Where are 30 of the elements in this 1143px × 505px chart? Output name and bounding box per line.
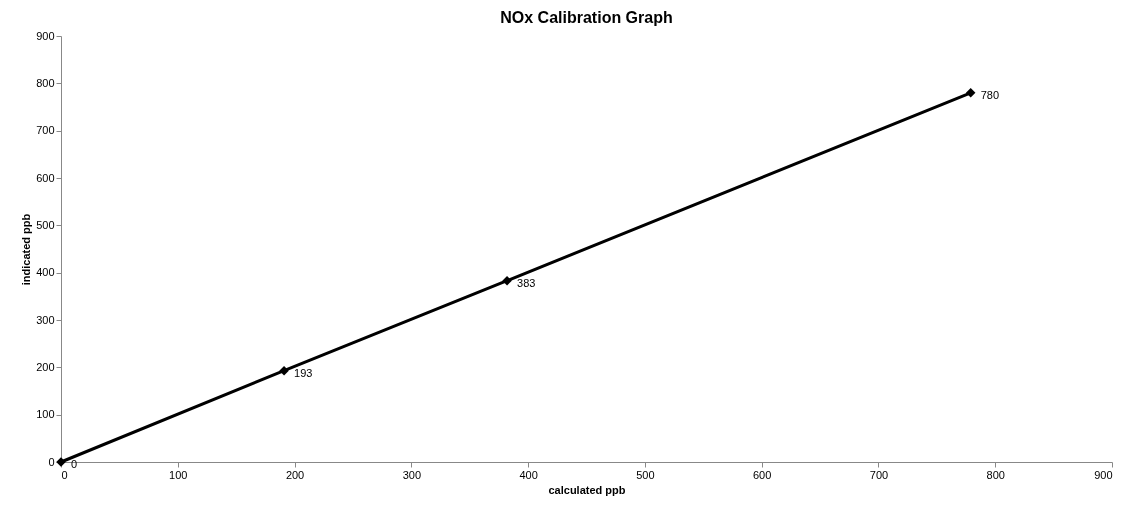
x-tick-label: 600 [752,468,772,481]
x-tick-label: 800 [986,468,1005,481]
y-tick-label: 400 [36,266,55,279]
x-tick-label: 100 [169,468,188,481]
x-tick-label: 700 [869,468,889,481]
x-tick-label: 400 [519,468,538,481]
point [502,275,512,286]
data-label: 193 [294,366,313,379]
data-label: 780 [980,88,1000,101]
x-tick-label: 500 [636,468,655,481]
y-tick-label: 100 [36,408,55,421]
y-tick-label: 600 [36,171,55,184]
x-tick-label: 300 [402,468,422,481]
point [965,88,976,98]
point [279,365,289,376]
x-tick-label: 0 [61,468,68,481]
y-tick-label: 500 [36,218,55,231]
data-label: 0 [71,458,78,470]
y-tick-label: 200 [36,360,55,373]
y-axis-title: indicated ppb [20,213,33,286]
y-tick-label: 800 [36,76,55,89]
data-label: 383 [517,276,536,289]
x-tick-label: 200 [285,468,305,481]
y-tick-label: 300 [36,313,55,326]
chart-title: NOx Calibration Graph [500,9,673,26]
y-tick-label: 900 [36,29,55,42]
x-tick-label: 900 [1094,468,1113,481]
y-tick-label: 700 [36,124,55,137]
y-tick-label: 0 [48,455,55,468]
x-axis-title: calculated ppb [548,483,626,496]
